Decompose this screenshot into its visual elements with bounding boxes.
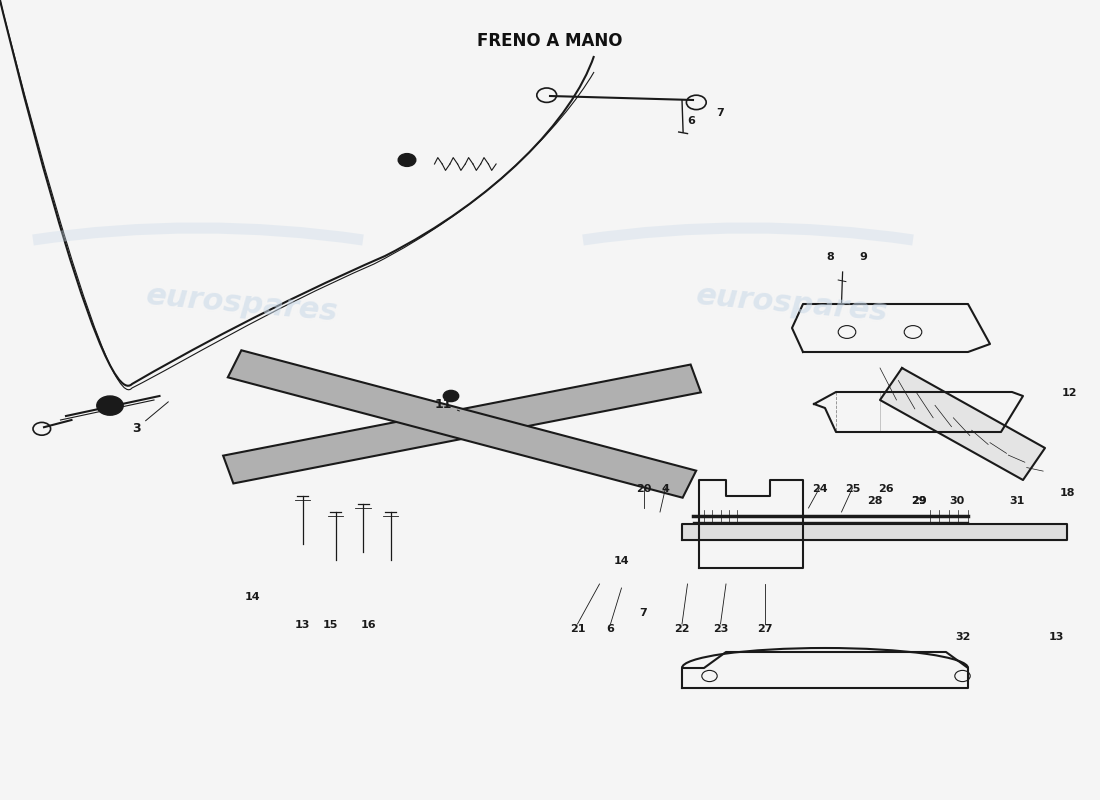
Text: 6: 6 xyxy=(606,624,615,634)
Polygon shape xyxy=(682,524,1067,540)
Text: FRENO A MANO: FRENO A MANO xyxy=(477,32,623,50)
Polygon shape xyxy=(223,365,701,483)
Text: 13: 13 xyxy=(295,620,310,630)
Text: 12: 12 xyxy=(1062,388,1077,398)
Text: 6: 6 xyxy=(686,116,695,126)
Circle shape xyxy=(97,396,123,415)
Text: 8: 8 xyxy=(826,252,835,262)
Text: 29: 29 xyxy=(911,496,926,506)
Text: 15: 15 xyxy=(322,620,338,630)
Text: 27: 27 xyxy=(757,624,772,634)
Polygon shape xyxy=(228,350,696,498)
Text: 24: 24 xyxy=(812,484,827,494)
Text: 23: 23 xyxy=(713,624,728,634)
Text: 32: 32 xyxy=(955,632,970,642)
Text: 7: 7 xyxy=(716,108,725,118)
Text: 26: 26 xyxy=(878,484,893,494)
Text: 20: 20 xyxy=(636,484,651,494)
Text: 3: 3 xyxy=(132,402,168,435)
Circle shape xyxy=(443,390,459,402)
Text: 30: 30 xyxy=(949,496,965,506)
Text: eurospares: eurospares xyxy=(695,281,889,327)
Text: 14: 14 xyxy=(614,556,629,566)
Text: 7: 7 xyxy=(639,608,648,618)
Text: 18: 18 xyxy=(1059,488,1075,498)
Text: 21: 21 xyxy=(570,624,585,634)
Circle shape xyxy=(398,154,416,166)
Text: 14: 14 xyxy=(245,592,261,602)
Text: 11: 11 xyxy=(434,398,460,411)
Text: 4: 4 xyxy=(661,484,670,494)
Text: 25: 25 xyxy=(845,484,860,494)
Text: 9: 9 xyxy=(859,252,868,262)
Polygon shape xyxy=(880,368,1045,480)
Text: eurospares: eurospares xyxy=(145,281,339,327)
Text: 16: 16 xyxy=(361,620,376,630)
Text: 28: 28 xyxy=(867,496,882,506)
Text: 31: 31 xyxy=(1010,496,1025,506)
Text: 29: 29 xyxy=(911,496,926,506)
Text: 22: 22 xyxy=(674,624,690,634)
Text: 13: 13 xyxy=(1048,632,1064,642)
